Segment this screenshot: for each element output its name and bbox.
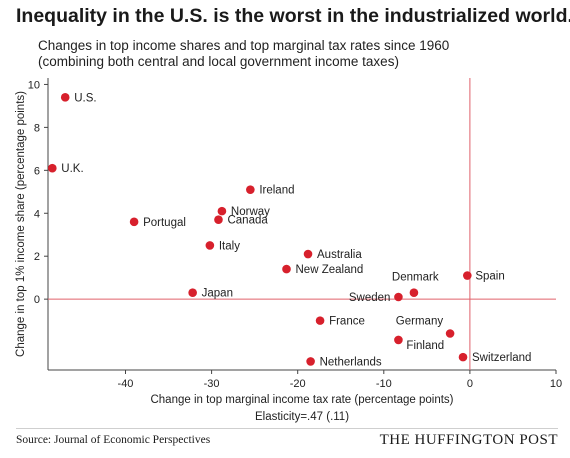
footer-divider [16, 428, 558, 429]
data-point: Ireland [246, 185, 295, 197]
subtitle-line-2: (combining both central and local govern… [38, 54, 399, 69]
data-point-marker [458, 352, 468, 362]
chart-title: Inequality in the U.S. is the worst in t… [16, 5, 570, 27]
data-point-label: Sweden [349, 292, 391, 304]
data-point-marker [445, 329, 455, 338]
data-point: Sweden [349, 292, 403, 304]
data-point: Australia [303, 249, 362, 261]
y-tick-label: 4 [34, 208, 40, 220]
data-point: Switzerland [458, 352, 531, 364]
data-point-label: Switzerland [472, 352, 531, 364]
data-point-marker [214, 215, 223, 225]
data-point-label: Ireland [259, 185, 294, 197]
data-point-label: Japan [202, 288, 233, 300]
x-tick-label: -30 [204, 378, 220, 390]
data-point-label: France [329, 316, 365, 328]
data-point-marker [306, 357, 315, 366]
subtitle-line-1: Changes in top income shares and top mar… [38, 38, 450, 53]
publisher-logo: THE HUFFINGTON POST [379, 432, 558, 448]
data-point-label: Spain [475, 271, 504, 283]
chart-subtitle: Changes in top income shares and top mar… [38, 38, 449, 70]
data-point-marker [394, 292, 403, 302]
x-axis-ticks: -40 -30 -20 -10 0 10 [118, 370, 562, 390]
x-tick-label: 0 [467, 378, 473, 390]
y-axis-label: Change in top 1% income share (percentag… [15, 91, 27, 357]
data-point-marker [282, 264, 291, 274]
data-point: U.K. [48, 163, 84, 175]
y-tick-label: 0 [34, 294, 40, 306]
data-point: Finland [394, 335, 444, 352]
x-tick-label: 10 [550, 378, 562, 390]
data-point: Norway [217, 206, 270, 218]
x-tick-label: -10 [376, 378, 392, 390]
data-point: Japan [188, 288, 233, 300]
data-point-label: Canada [227, 215, 268, 227]
data-point-marker [217, 206, 227, 216]
reference-lines [48, 78, 556, 370]
data-point-label: Italy [219, 240, 240, 252]
data-point-marker [315, 316, 325, 325]
data-point-label: Norway [231, 206, 270, 218]
data-point-marker [409, 288, 419, 298]
x-axis-label: Change in top marginal income tax rate (… [150, 394, 453, 406]
y-tick-label: 2 [34, 251, 40, 263]
data-point-label: Australia [317, 249, 362, 261]
y-tick-label: 10 [28, 79, 40, 91]
data-point: Portugal [129, 217, 186, 229]
data-point: Italy [205, 240, 240, 252]
data-point-label: Denmark [392, 272, 439, 284]
data-point: France [315, 316, 365, 328]
elasticity-annotation: Elasticity=.47 (.11) [255, 411, 349, 423]
data-point-marker [48, 163, 57, 173]
plot-frame [47, 78, 556, 371]
y-tick-label: 8 [34, 122, 40, 134]
source-note: Source: Journal of Economic Perspectives [16, 434, 211, 446]
data-point: Canada [214, 215, 268, 227]
data-point-label: U.S. [74, 92, 96, 104]
data-point-label: New Zealand [296, 264, 364, 276]
data-point: New Zealand [282, 264, 363, 276]
data-point-marker [463, 271, 472, 280]
data-point-label: Netherlands [320, 356, 382, 368]
data-point-marker [205, 241, 215, 250]
data-point: U.S. [60, 92, 97, 104]
data-point-label: Finland [406, 340, 444, 352]
data-point: Denmark [392, 272, 439, 298]
data-point-label: Portugal [143, 217, 186, 229]
data-point-marker [303, 249, 313, 259]
data-point-marker [394, 335, 403, 345]
data-point-marker [246, 185, 255, 194]
data-point-label: U.K. [61, 163, 83, 175]
data-point-marker [188, 288, 197, 298]
data-point-label: Germany [396, 316, 444, 328]
data-point-marker [129, 217, 139, 227]
x-tick-label: -20 [290, 378, 306, 390]
data-point: Netherlands [306, 356, 382, 368]
y-axis-ticks: 0 2 4 6 8 10 [28, 79, 48, 306]
data-point-marker [60, 93, 70, 102]
data-point: Germany [396, 316, 455, 338]
x-tick-label: -40 [118, 378, 134, 390]
data-point: Spain [463, 271, 505, 283]
y-tick-label: 6 [34, 165, 40, 177]
